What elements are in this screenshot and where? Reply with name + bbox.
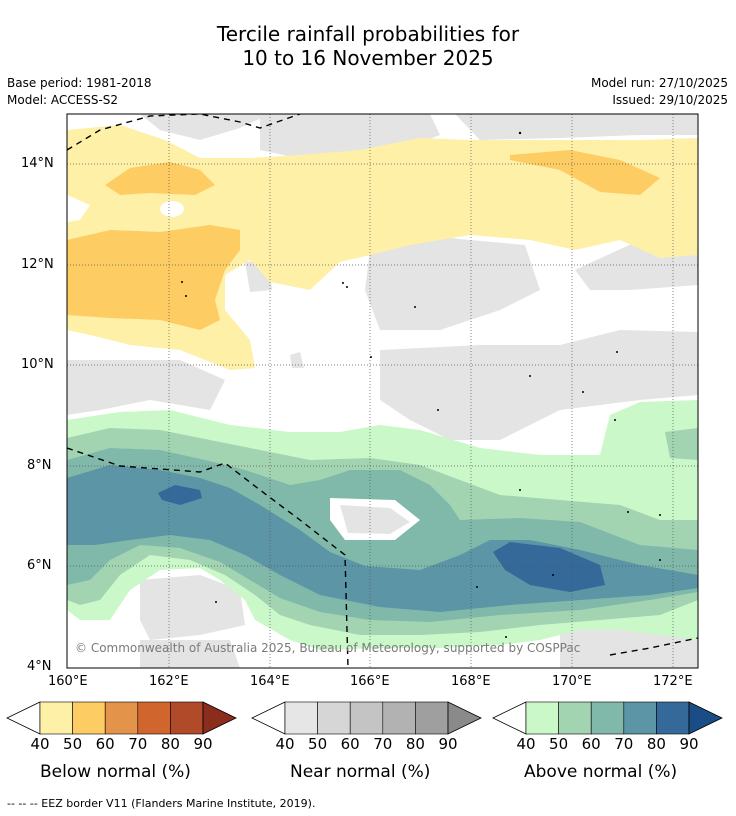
near-normal-regions (67, 114, 698, 668)
colorbar-arrow-low (6, 701, 41, 735)
colorbar-segment (137, 701, 171, 735)
colorbar-segment (317, 701, 351, 735)
model-name: Model: ACCESS-S2 (7, 93, 119, 107)
lon-label: 168°E (451, 674, 491, 689)
graticule (67, 114, 698, 668)
colorbar-arrow-high (447, 701, 482, 735)
colorbars (6, 701, 723, 735)
colorbar-tick-label: 90 (679, 735, 699, 753)
lat-label: 4°N (27, 659, 52, 674)
colorbar-arrow-high (688, 701, 723, 735)
colorbar-segment (104, 701, 139, 735)
colorbar-tick-label: 40 (30, 735, 50, 753)
yellow-holes (67, 195, 184, 222)
below-normal-40-regions (67, 125, 698, 370)
colorbar-tick-label: 60 (95, 735, 115, 753)
colorbar-title-below: Below normal (%) (40, 762, 191, 782)
colorbar-tick-label: 40 (516, 735, 536, 753)
colorbar-title-above: Above normal (%) (524, 762, 678, 782)
model-run: Model run: 27/10/2025 (590, 76, 728, 90)
grey-patch (340, 505, 410, 534)
colorbar-segment (558, 701, 592, 735)
issued-date: Issued: 29/10/2025 (612, 93, 728, 107)
colorbar-arrow-low (492, 701, 527, 735)
colorbar-tick-label: 60 (581, 735, 601, 753)
colorbar-segment (72, 701, 106, 735)
below-normal-50-regions (67, 150, 660, 330)
lon-label: 160°E (48, 674, 88, 689)
colorbar-tick-label: 50 (63, 735, 83, 753)
colorbar-tick-label: 50 (549, 735, 569, 753)
lat-label: 14°N (21, 156, 54, 171)
colorbar-tick-label: 60 (340, 735, 360, 753)
colorbar-segment (284, 701, 318, 735)
colorbar-tick-label: 70 (373, 735, 393, 753)
base-period: Base period: 1981-2018 (7, 76, 152, 90)
lat-label: 12°N (21, 257, 54, 272)
colorbar-segment (590, 701, 625, 735)
eez-footnote: -- -- -- EEZ border V11 (Flanders Marine… (7, 797, 316, 810)
title-line-2: 10 to 16 November 2025 (242, 46, 494, 70)
colorbar-title-near: Near normal (%) (290, 762, 431, 782)
colorbar-tick-label: 50 (308, 735, 328, 753)
lon-label: 170°E (552, 674, 592, 689)
title-line-1: Tercile rainfall probabilities for (216, 22, 520, 46)
colorbar-segment (39, 701, 73, 735)
eez-border (67, 114, 698, 668)
lon-label: 162°E (149, 674, 189, 689)
colorbar-segment (656, 701, 690, 735)
map-frame (66, 113, 699, 669)
lon-label: 172°E (653, 674, 693, 689)
colorbar-arrow-high (202, 701, 237, 735)
colorbar-arrow-low (251, 701, 286, 735)
colorbar-segment (415, 701, 449, 735)
colorbar-tick-label: 90 (193, 735, 213, 753)
islands (181, 131, 661, 638)
lat-label: 6°N (27, 558, 52, 573)
lon-label: 166°E (350, 674, 390, 689)
colorbar-segment (623, 701, 657, 735)
colorbar-segment (382, 701, 416, 735)
colorbar-tick-label: 40 (275, 735, 295, 753)
colorbar-segment (349, 701, 384, 735)
colorbar-tick-label: 80 (160, 735, 180, 753)
colorbar-segment (170, 701, 204, 735)
colorbar-tick-label: 80 (405, 735, 425, 753)
colorbar-tick-label: 90 (438, 735, 458, 753)
colorbar-tick-label: 70 (128, 735, 148, 753)
copyright-notice: © Commonwealth of Australia 2025, Bureau… (75, 641, 581, 655)
colorbar-tick-label: 70 (614, 735, 634, 753)
colorbar-segment (525, 701, 559, 735)
map-area (67, 114, 698, 668)
colorbar-tick-label: 80 (646, 735, 666, 753)
lat-label: 8°N (27, 458, 52, 473)
lat-label: 10°N (21, 357, 54, 372)
lon-label: 164°E (250, 674, 290, 689)
